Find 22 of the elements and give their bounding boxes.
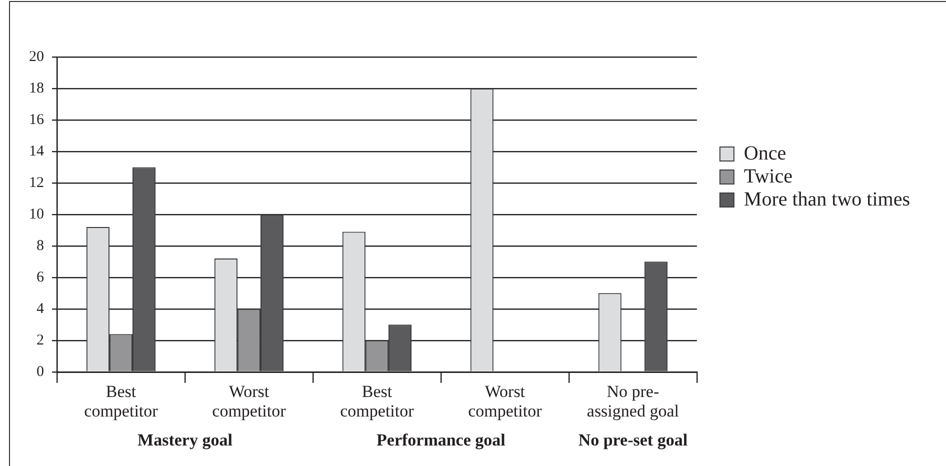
legend-label: More than two times <box>744 188 910 210</box>
y-tick-label: 4 <box>36 300 44 317</box>
x-tick-label: Worst competitor <box>468 382 542 421</box>
x-tick-label: Best competitor <box>84 382 158 421</box>
y-tick-label: 10 <box>29 206 44 222</box>
text: Performance goal <box>376 430 506 450</box>
y-tick-label: 6 <box>36 269 44 286</box>
y-tick-label: 16 <box>29 112 44 128</box>
y-tick-label: 20 <box>29 48 44 65</box>
y-tick-label: 0 <box>36 364 44 380</box>
y-tick-label: 18 <box>29 80 44 96</box>
x-tick-label: No pre-assigned goal <box>586 382 680 421</box>
y-tick-label: 2 <box>36 332 44 348</box>
y-tick-label: 12 <box>29 174 44 191</box>
x-tick-label: Best competitor <box>340 382 414 421</box>
x-tick-label: Worst competitor <box>212 382 286 421</box>
legend-label: Twice <box>744 165 793 188</box>
text: Mastery goal <box>138 430 233 450</box>
y-tick-label: 14 <box>29 143 44 160</box>
legend-label: Once <box>744 142 786 164</box>
text: No pre-set goal <box>578 430 688 450</box>
y-tick-label: 8 <box>36 238 44 254</box>
